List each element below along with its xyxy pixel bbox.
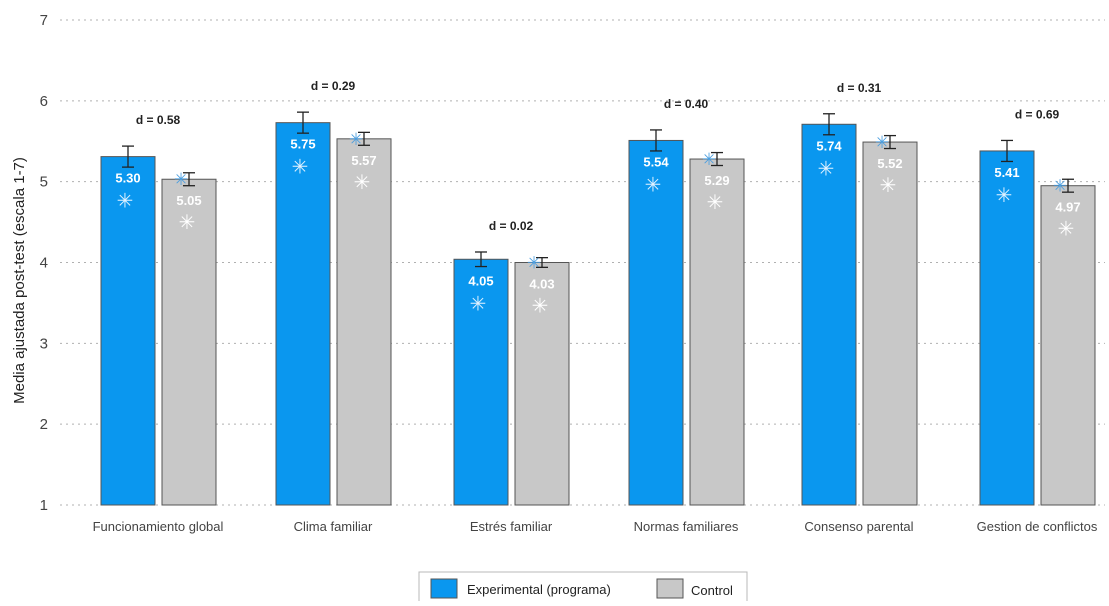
significance-marker: ✳ (349, 130, 363, 149)
x-tick-label: Funcionamiento global (93, 519, 224, 534)
data-label-experimental: 5.30 (115, 171, 140, 186)
significance-marker: ✳ (527, 254, 541, 273)
significance-marker: ✳ (880, 175, 897, 197)
data-label-control: 4.97 (1055, 200, 1080, 215)
data-label-experimental: 4.05 (468, 273, 493, 288)
bar-control (514, 262, 570, 506)
bar-experimental (801, 123, 857, 506)
significance-marker: ✳ (532, 296, 549, 318)
significance-marker: ✳ (818, 158, 835, 180)
data-label-experimental: 5.54 (643, 154, 669, 169)
bar-control (862, 141, 918, 506)
effect-size-annotation: d = 0.29 (311, 79, 356, 93)
effect-size-annotation: d = 0.40 (664, 97, 709, 111)
bar-control (336, 138, 392, 506)
significance-marker: ✳ (470, 293, 487, 315)
bar-experimental (275, 122, 331, 506)
bar-experimental (100, 156, 156, 506)
bar-control (1040, 185, 1096, 506)
legend-box (418, 571, 748, 605)
y-tick-label: 7 (40, 12, 48, 29)
data-label-control: 5.05 (176, 193, 201, 208)
significance-marker: ✳ (117, 191, 134, 213)
legend-swatch-experimental (430, 578, 458, 599)
y-tick-label: 1 (40, 497, 48, 514)
bar-control (161, 178, 217, 506)
significance-marker: ✳ (1058, 219, 1075, 241)
significance-marker: ✳ (354, 172, 371, 194)
effect-size-annotation: d = 0.31 (837, 81, 882, 95)
x-tick-label: Normas familiares (634, 519, 739, 534)
significance-marker: ✳ (702, 150, 716, 169)
effect-size-annotation: d = 0.02 (489, 219, 534, 233)
data-label-experimental: 5.74 (816, 138, 842, 153)
data-label-control: 5.29 (704, 173, 729, 188)
legend-swatch-control (656, 578, 684, 599)
x-tick-label: Clima familiar (294, 519, 373, 534)
y-tick-label: 5 (40, 174, 48, 191)
legend-label-control: Control (691, 583, 733, 598)
significance-marker: ✳ (645, 174, 662, 196)
y-axis-label: Media ajustada post-test (escala 1-7) (11, 157, 28, 404)
x-tick-label: Gestion de conflictos (977, 519, 1098, 534)
x-tick-label: Estrés familiar (470, 519, 553, 534)
y-tick-label: 2 (40, 416, 48, 433)
data-label-experimental: 5.75 (290, 137, 315, 152)
significance-marker: ✳ (1053, 177, 1067, 196)
y-tick-label: 6 (40, 93, 48, 110)
bar-experimental (979, 150, 1035, 506)
significance-marker: ✳ (292, 157, 309, 179)
significance-marker: ✳ (875, 133, 889, 152)
significance-marker: ✳ (174, 170, 188, 189)
significance-marker: ✳ (179, 212, 196, 234)
data-label-control: 5.57 (351, 153, 376, 168)
bar-control (689, 158, 745, 506)
significance-marker: ✳ (707, 192, 724, 214)
effect-size-annotation: d = 0.69 (1015, 107, 1060, 121)
effect-size-annotation: d = 0.58 (136, 113, 181, 127)
data-label-control: 4.03 (529, 277, 554, 292)
bar-experimental (453, 258, 509, 506)
data-label-experimental: 5.41 (994, 165, 1019, 180)
y-tick-label: 4 (40, 255, 48, 272)
legend-label-experimental: Experimental (programa) (467, 582, 611, 597)
y-tick-label: 3 (40, 335, 48, 352)
data-label-control: 5.52 (877, 156, 902, 171)
x-tick-label: Consenso parental (804, 519, 913, 534)
significance-marker: ✳ (996, 185, 1013, 207)
